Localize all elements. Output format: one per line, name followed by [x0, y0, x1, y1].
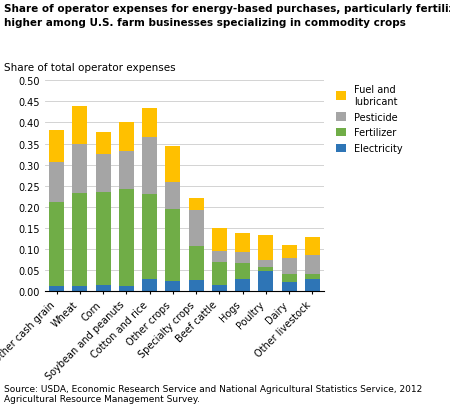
Bar: [235, 233, 250, 252]
Bar: [212, 285, 227, 292]
Bar: [49, 131, 64, 162]
Bar: [95, 193, 111, 285]
Bar: [282, 245, 297, 258]
Bar: [235, 252, 250, 263]
Bar: [282, 282, 297, 292]
Bar: [282, 258, 297, 275]
Bar: [165, 146, 180, 182]
Bar: [212, 228, 227, 252]
Bar: [72, 286, 87, 292]
Bar: [142, 109, 157, 138]
Bar: [95, 285, 111, 292]
Bar: [95, 155, 111, 193]
Text: Source: USDA, Economic Research Service and National Agricultural Statistics Ser: Source: USDA, Economic Research Service …: [4, 384, 423, 403]
Text: higher among U.S. farm businesses specializing in commodity crops: higher among U.S. farm businesses specia…: [4, 18, 406, 28]
Bar: [305, 275, 320, 279]
Bar: [119, 287, 134, 292]
Bar: [258, 236, 274, 261]
Bar: [165, 281, 180, 292]
Bar: [212, 262, 227, 285]
Bar: [142, 138, 157, 195]
Bar: [165, 209, 180, 281]
Bar: [142, 195, 157, 279]
Text: Share of total operator expenses: Share of total operator expenses: [4, 63, 176, 73]
Bar: [95, 132, 111, 155]
Bar: [235, 280, 250, 292]
Bar: [258, 261, 274, 267]
Bar: [282, 275, 297, 282]
Bar: [235, 263, 250, 280]
Bar: [72, 107, 87, 145]
Bar: [258, 267, 274, 271]
Bar: [189, 247, 204, 280]
Text: Share of operator expenses for energy-based purchases, particularly fertilizer, : Share of operator expenses for energy-ba…: [4, 4, 450, 14]
Bar: [72, 145, 87, 194]
Bar: [49, 287, 64, 292]
Bar: [119, 123, 134, 152]
Bar: [119, 190, 134, 287]
Bar: [258, 271, 274, 292]
Legend: Fuel and
lubricant, Pesticide, Fertilizer, Electricity: Fuel and lubricant, Pesticide, Fertilize…: [333, 81, 406, 158]
Bar: [189, 280, 204, 292]
Bar: [189, 198, 204, 211]
Bar: [305, 238, 320, 256]
Bar: [165, 182, 180, 209]
Bar: [49, 162, 64, 202]
Bar: [49, 202, 64, 287]
Bar: [305, 279, 320, 292]
Bar: [72, 194, 87, 286]
Bar: [305, 256, 320, 275]
Bar: [212, 252, 227, 262]
Bar: [189, 211, 204, 247]
Bar: [119, 152, 134, 190]
Bar: [142, 279, 157, 292]
